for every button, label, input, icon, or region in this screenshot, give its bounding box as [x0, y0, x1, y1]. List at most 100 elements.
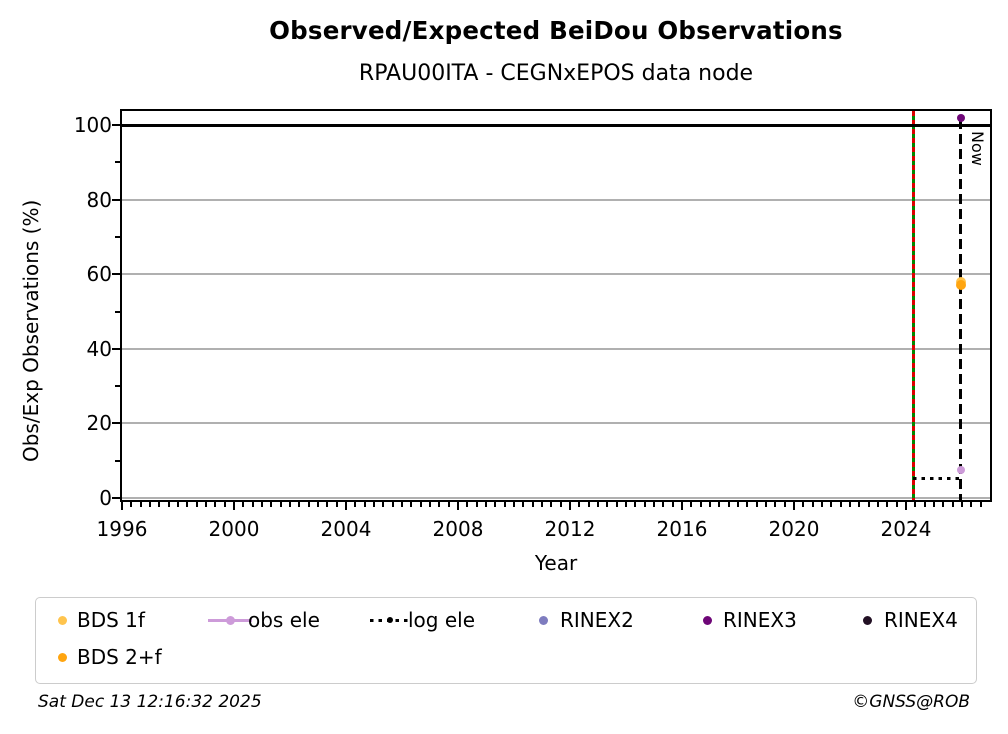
x-minor-tick	[923, 502, 926, 507]
x-minor-tick	[746, 502, 749, 507]
x-minor-tick	[503, 502, 506, 507]
x-minor-tick	[391, 502, 394, 507]
x-tick-label: 2024	[880, 517, 932, 541]
x-minor-tick	[139, 502, 142, 507]
legend-label-RINEX3: RINEX3	[723, 608, 797, 632]
x-minor-tick	[223, 502, 226, 507]
legend-marker-RINEX2	[538, 615, 548, 625]
x-minor-tick	[933, 502, 935, 507]
y-minor-tick	[115, 310, 120, 313]
x-tick-2020	[793, 502, 795, 510]
y-tick-20	[112, 422, 120, 425]
x-minor-tick	[205, 502, 207, 507]
x-minor-tick	[783, 502, 786, 507]
x-minor-tick	[839, 502, 842, 507]
x-tick-2012	[569, 502, 571, 510]
x-minor-tick	[979, 502, 982, 507]
x-minor-tick	[774, 502, 777, 507]
x-minor-tick	[541, 502, 543, 507]
x-minor-tick	[513, 502, 515, 507]
x-minor-tick	[662, 502, 665, 507]
x-minor-tick	[802, 502, 805, 507]
x-minor-tick	[242, 502, 245, 507]
x-minor-tick	[298, 502, 301, 507]
x-minor-tick	[167, 502, 170, 507]
y-tick-label: 0	[99, 486, 112, 510]
x-minor-tick	[130, 502, 133, 507]
x-minor-tick	[643, 502, 646, 507]
y-tick-80	[112, 198, 120, 201]
x-minor-tick	[475, 502, 478, 507]
x-minor-tick	[419, 502, 422, 507]
x-minor-tick	[149, 502, 151, 507]
x-minor-tick	[354, 502, 357, 507]
legend-label-RINEX2: RINEX2	[560, 608, 634, 632]
x-minor-tick	[261, 502, 263, 507]
x-minor-tick	[737, 502, 739, 507]
x-minor-tick	[307, 502, 310, 507]
x-tick-2004	[345, 502, 347, 510]
x-minor-tick	[317, 502, 319, 507]
gridline-y-60	[122, 273, 990, 276]
x-minor-tick	[195, 502, 198, 507]
y-tick-label: 40	[86, 336, 112, 361]
series-line-log-ele	[913, 477, 961, 481]
x-minor-tick	[597, 502, 599, 507]
x-minor-tick	[895, 502, 898, 507]
y-tick-0	[112, 497, 120, 499]
legend-label-log-ele: log ele	[408, 608, 476, 632]
y-tick-40	[112, 347, 120, 350]
x-minor-tick	[830, 502, 833, 507]
y-minor-tick	[115, 161, 120, 164]
gridline-y-40	[122, 347, 990, 350]
x-minor-tick	[671, 502, 674, 507]
x-minor-tick	[849, 502, 851, 507]
y-tick-label: 80	[86, 187, 112, 212]
x-minor-tick	[886, 502, 889, 507]
x-minor-tick	[765, 502, 767, 507]
x-minor-tick	[363, 502, 366, 507]
x-minor-tick	[158, 502, 161, 507]
legend	[35, 597, 977, 684]
x-minor-tick	[615, 502, 618, 507]
gridline-y-80	[122, 198, 990, 201]
x-minor-tick	[625, 502, 627, 507]
x-minor-tick	[270, 502, 273, 507]
y-tick-label: 20	[86, 411, 112, 436]
x-minor-tick	[279, 502, 282, 507]
legend-marker-RINEX3	[702, 615, 712, 625]
chart-title: Observed/Expected BeiDou Observations	[269, 16, 843, 45]
x-tick-label: 2008	[432, 517, 484, 541]
x-minor-tick	[485, 502, 487, 507]
x-minor-tick	[867, 502, 870, 507]
x-minor-tick	[606, 502, 609, 507]
x-tick-2008	[457, 502, 459, 510]
x-minor-tick	[961, 502, 963, 507]
x-minor-tick	[186, 502, 189, 507]
x-minor-tick	[559, 502, 562, 507]
legend-marker-BDS-1f	[57, 615, 67, 625]
x-minor-tick	[531, 502, 534, 507]
x-tick-label: 2016	[656, 517, 708, 541]
legend-marker-obs-ele	[225, 615, 235, 625]
x-minor-tick	[494, 502, 497, 507]
now-line	[959, 119, 963, 500]
x-minor-tick	[429, 502, 431, 507]
x-minor-tick	[942, 502, 945, 507]
y-minor-tick	[115, 459, 120, 462]
x-tick-label: 2004	[320, 517, 372, 541]
x-minor-tick	[587, 502, 590, 507]
data-point-obs-ele	[956, 466, 965, 475]
y-tick-100	[112, 124, 120, 126]
gridline-y-0	[122, 497, 990, 499]
x-minor-tick	[578, 502, 581, 507]
hundred-percent-line	[122, 123, 990, 127]
x-minor-tick	[335, 502, 338, 507]
legend-marker-BDS-2+f	[57, 652, 67, 662]
x-minor-tick	[177, 502, 179, 507]
x-minor-tick	[821, 502, 823, 507]
x-minor-tick	[410, 502, 413, 507]
x-minor-tick	[858, 502, 861, 507]
x-tick-label: 2012	[544, 517, 596, 541]
